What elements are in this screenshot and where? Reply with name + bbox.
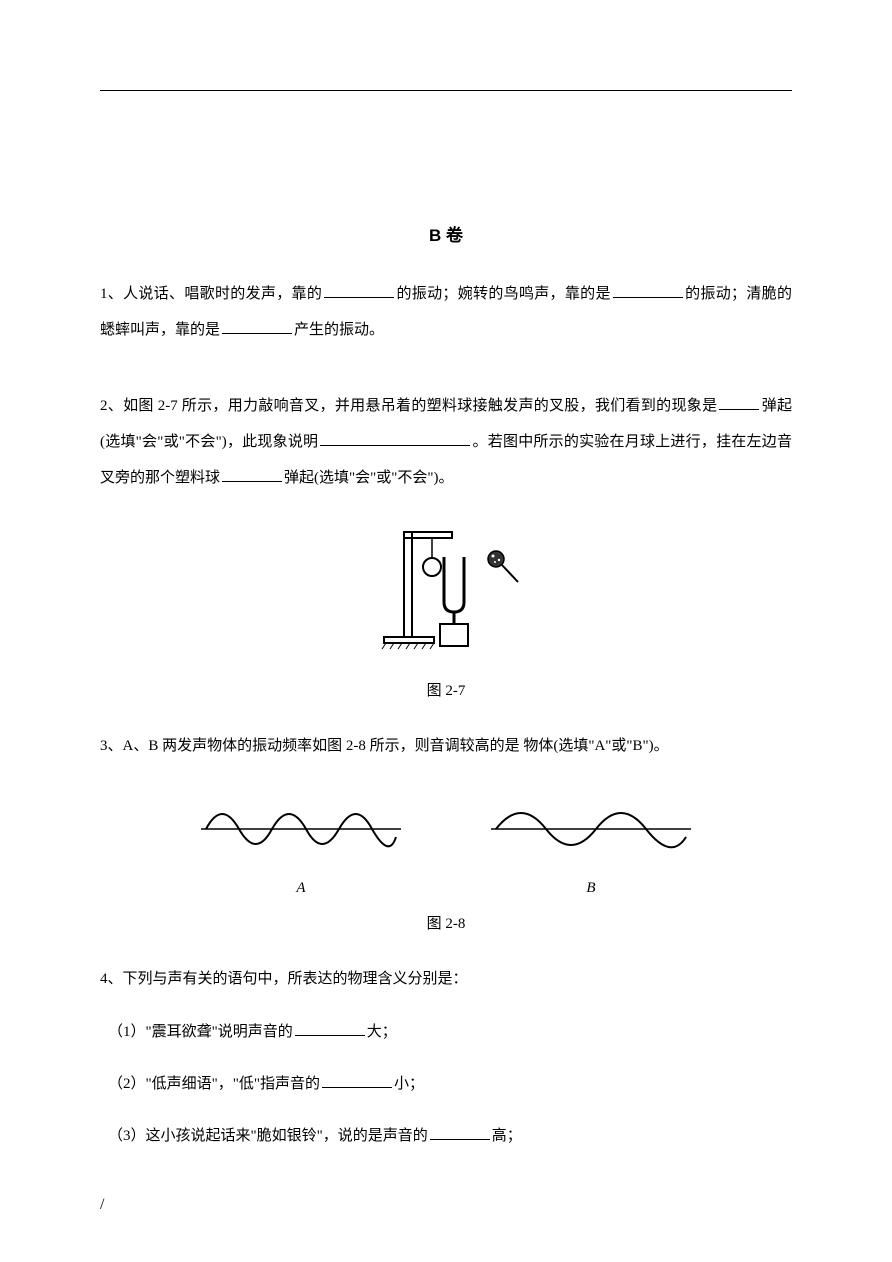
question-3: 3、A、B 两发声物体的振动频率如图 2-8 所示，则音调较高的是 物体(选填"… xyxy=(100,728,792,764)
q3-text: 3、A、B 两发声物体的振动频率如图 2-8 所示，则音调较高的是 物体(选填"… xyxy=(100,738,669,754)
question-2: 2、如图 2-7 所示，用力敲响音叉，并用悬吊着的塑料球接触发声的叉股，我们看到… xyxy=(100,388,792,496)
q2-blank-2[interactable] xyxy=(320,430,470,446)
q2-blank-3[interactable] xyxy=(222,466,282,482)
footer-mark: / xyxy=(100,1196,104,1214)
q4-3-suf: 高； xyxy=(492,1128,522,1144)
q4-2-suf: 小； xyxy=(394,1076,424,1092)
page-content: B 卷 1、人说话、唱歌时的发声，靠的的振动；婉转的鸟鸣声，靠的是的振动；清脆的… xyxy=(0,0,892,1213)
question-4-3: （3）这小孩说起话来"脆如银铃"，说的是声音的 高； xyxy=(100,1121,792,1151)
q4-2-blank[interactable] xyxy=(322,1072,392,1088)
tuning-fork-diagram xyxy=(356,524,536,659)
figure-2-8: A B xyxy=(100,792,792,897)
question-1: 1、人说话、唱歌时的发声，靠的的振动；婉转的鸟鸣声，靠的是的振动；清脆的蟋蟀叫声… xyxy=(100,276,792,348)
question-4-header: 4、下列与声有关的语句中，所表达的物理含义分别是： xyxy=(100,961,792,997)
q4-2-pre: （2）"低声细语"，"低"指声音的 xyxy=(108,1076,320,1092)
q4-1-blank[interactable] xyxy=(295,1020,365,1036)
wave-b-diagram xyxy=(486,792,696,867)
wave-b-label: B xyxy=(486,880,696,897)
q2-text-1: 2、如图 2-7 所示，用力敲响音叉，并用悬吊着的塑料球接触发声的叉股，我们看到… xyxy=(100,398,717,414)
exam-title: B 卷 xyxy=(100,221,792,246)
wave-a-diagram xyxy=(196,792,406,867)
figure-2-7 xyxy=(100,524,792,664)
q4-1-suf: 大； xyxy=(367,1024,397,1040)
q4-1-pre: （1）"震耳欲聋"说明声音的 xyxy=(108,1024,293,1040)
figure-2-7-caption: 图 2-7 xyxy=(100,679,792,700)
question-4-2: （2）"低声细语"，"低"指声音的 小； xyxy=(100,1069,792,1099)
q4-3-blank[interactable] xyxy=(430,1124,490,1140)
q4-3-pre: （3）这小孩说起话来"脆如银铃"，说的是声音的 xyxy=(108,1128,428,1144)
top-rule xyxy=(100,90,792,91)
q1-blank-1[interactable] xyxy=(324,282,394,298)
q1-blank-2[interactable] xyxy=(613,282,683,298)
q1-blank-3[interactable] xyxy=(222,318,292,334)
wave-a-container: A xyxy=(196,792,406,897)
q1-text-4: 产生的振动。 xyxy=(294,322,384,338)
q2-text-4: 弹起(选填"会"或"不会")。 xyxy=(284,470,453,486)
q2-blank-1[interactable] xyxy=(719,394,759,410)
q1-text-1: 1、人说话、唱歌时的发声，靠的 xyxy=(100,286,322,302)
q1-text-2: 的振动；婉转的鸟鸣声，靠的是 xyxy=(396,286,611,302)
question-4-1: （1）"震耳欲聋"说明声音的 大； xyxy=(100,1017,792,1047)
wave-a-label: A xyxy=(196,880,406,897)
wave-b-container: B xyxy=(486,792,696,897)
figure-2-8-caption: 图 2-8 xyxy=(100,912,792,933)
